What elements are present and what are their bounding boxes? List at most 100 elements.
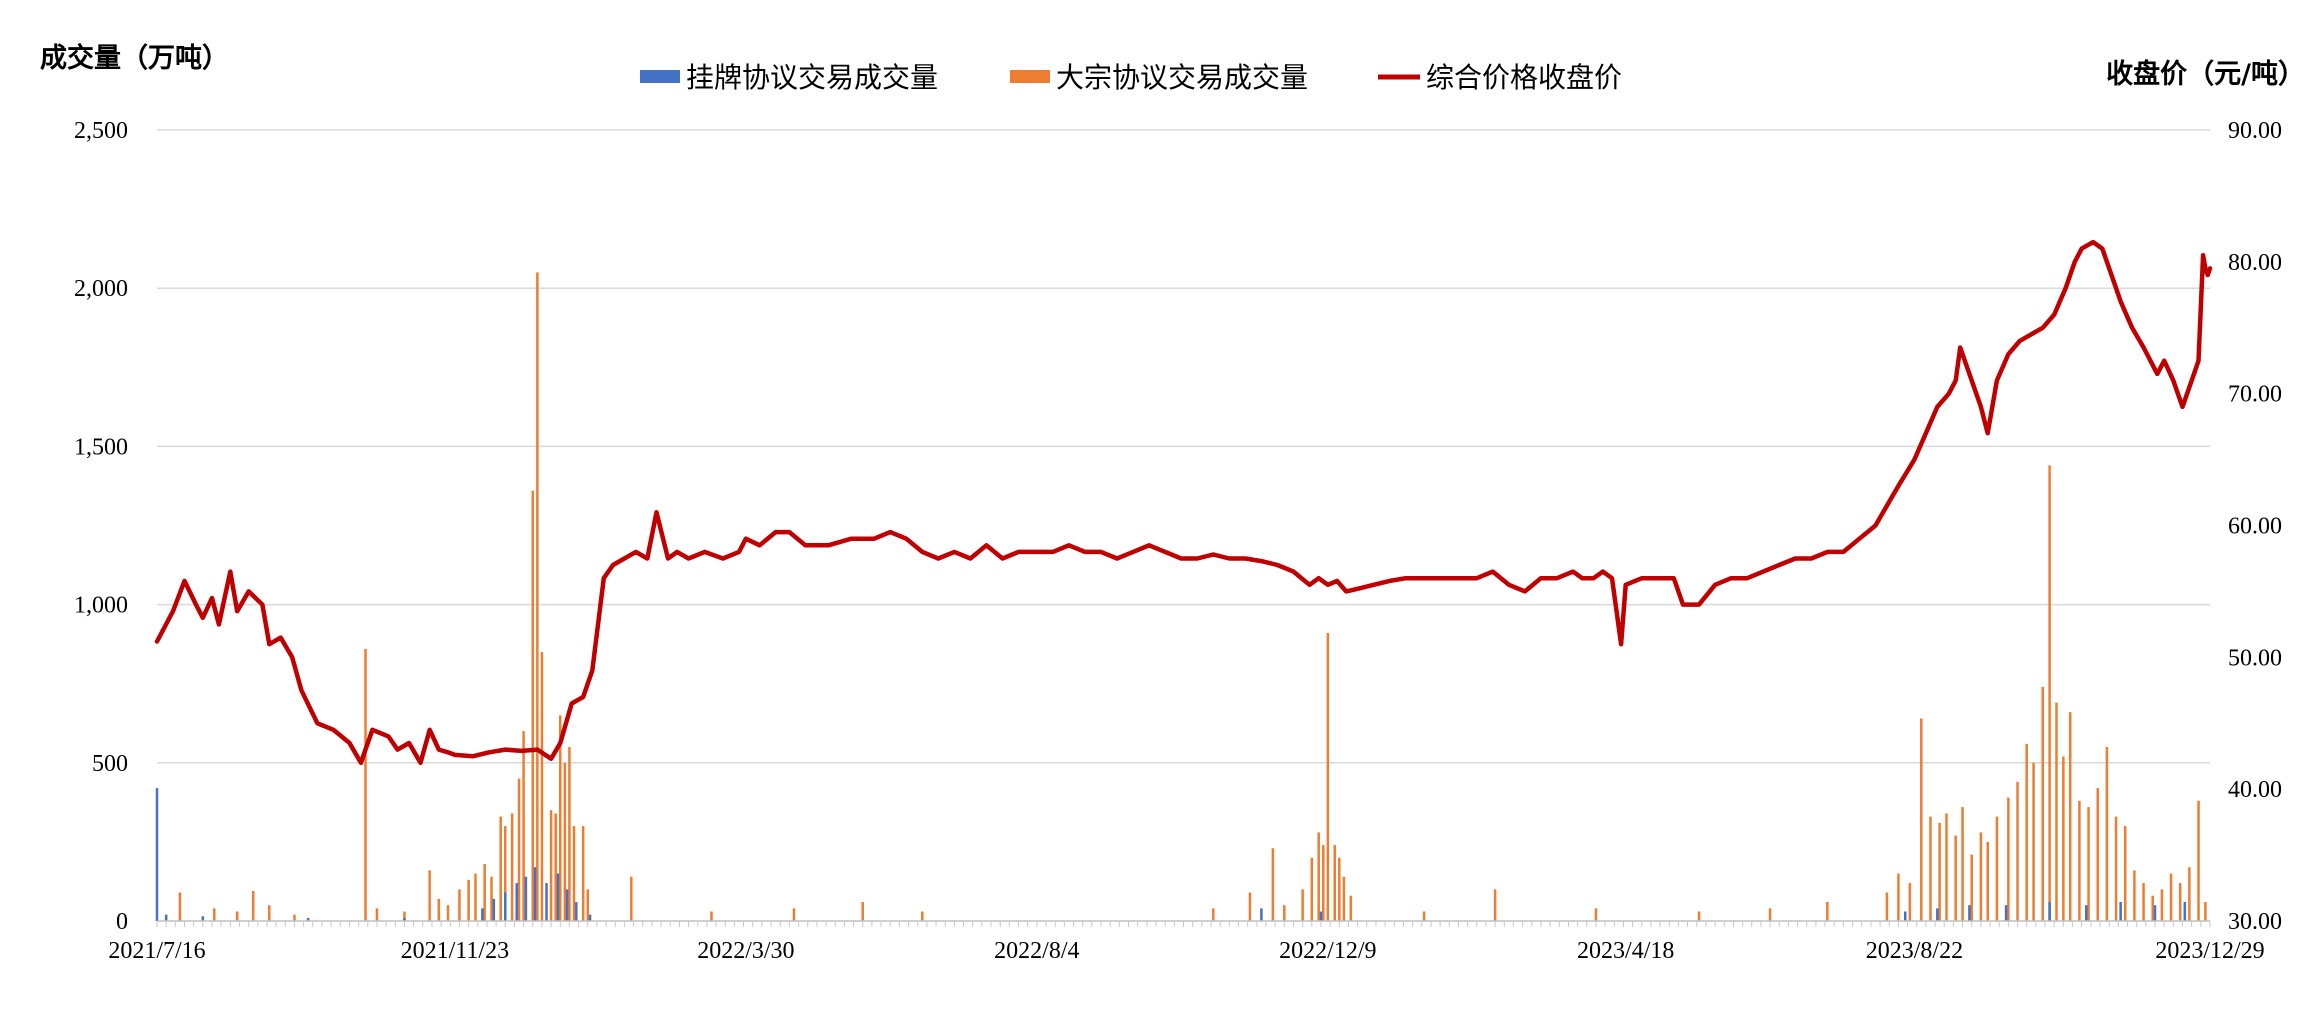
bar-block-volume: [2178, 883, 2182, 921]
y-right-title: 收盘价（元/吨）: [2106, 58, 2305, 90]
bar-block-volume: [2041, 686, 2044, 921]
bar-listed-volume: [1968, 905, 1971, 921]
bar-block-volume: [1697, 911, 1701, 921]
y-right-tick-label: 90.00: [2228, 118, 2282, 144]
y-left-tick-label: 2,500: [74, 118, 128, 144]
bar-block-volume: [1897, 873, 1900, 921]
y-left-title: 成交量（万吨）: [40, 42, 229, 74]
y-right-tick-label: 30.00: [2228, 909, 2282, 935]
bar-block-volume: [1493, 889, 1497, 921]
bar-listed-volume: [588, 914, 592, 921]
bar-listed-volume: [565, 889, 569, 921]
bar-block-volume: [510, 813, 514, 921]
bar-block-volume: [213, 908, 216, 921]
bar-listed-volume: [481, 908, 484, 921]
x-tick-label: 2023/4/18: [1577, 938, 1674, 964]
bar-block-volume: [1961, 807, 1964, 921]
bar-block-volume: [1826, 902, 1829, 921]
bar-block-volume: [1326, 633, 1330, 921]
legend-label-block: 大宗协议交易成交量: [1056, 61, 1308, 94]
bar-block-volume: [483, 864, 486, 921]
bar-block-volume: [2087, 807, 2090, 921]
y-right-tick-label: 80.00: [2228, 250, 2282, 276]
x-tick-label: 2022/3/30: [697, 938, 794, 964]
bar-listed-volume: [1936, 908, 1939, 921]
bar-block-volume: [2105, 746, 2109, 921]
bar-block-volume: [2160, 889, 2164, 921]
bar-block-volume: [364, 648, 367, 921]
bar-block-volume: [549, 810, 553, 921]
x-tick-label: 2022/8/4: [994, 938, 1079, 964]
bar-block-volume: [2114, 816, 2118, 921]
bar-block-volume: [1422, 911, 1426, 921]
bar-block-volume: [586, 889, 590, 921]
bar-block-volume: [2197, 800, 2200, 921]
x-tick-label: 2023/12/29: [2155, 938, 2264, 964]
bar-listed-volume: [1319, 911, 1323, 921]
bar-block-volume: [2096, 788, 2099, 921]
bar-block-volume: [710, 911, 713, 921]
bar-block-volume: [2169, 873, 2173, 921]
bar-listed-volume: [492, 898, 496, 921]
bar-block-volume: [437, 898, 441, 921]
bar-block-volume: [2123, 826, 2127, 921]
bar-block-volume: [1885, 892, 1889, 921]
bar-block-volume: [2048, 465, 2051, 921]
bar-block-volume: [2062, 756, 2065, 921]
bar-block-volume: [2151, 895, 2154, 921]
x-tick-label: 2021/7/16: [108, 938, 205, 964]
bar-block-volume: [467, 879, 470, 921]
bar-block-volume: [536, 272, 539, 921]
x-tick-label: 2022/12/9: [1279, 938, 1376, 964]
bar-block-volume: [2188, 867, 2191, 921]
bar-block-volume: [1301, 889, 1304, 921]
bar-listed-volume: [575, 902, 578, 921]
bar-block-volume: [375, 908, 379, 921]
bar-block-volume: [490, 876, 493, 921]
y-right-tick-label: 50.00: [2228, 645, 2282, 671]
bar-listed-volume: [556, 873, 560, 921]
y-left-tick-label: 500: [92, 751, 128, 777]
bar-listed-volume: [524, 876, 528, 921]
legend: 挂牌协议交易成交量 大宗协议交易成交量 综合价格收盘价: [640, 61, 1622, 94]
bar-listed-volume: [1904, 911, 1907, 921]
bar-block-volume: [563, 762, 567, 921]
close-price-line: [154, 239, 2213, 766]
bar-block-volume: [1986, 841, 1989, 921]
bar-block-volume: [861, 902, 864, 921]
bar-block-volume: [2055, 702, 2058, 921]
bar-block-volume: [1768, 908, 1772, 921]
y-left-tick-label: 0: [116, 909, 128, 935]
bar-block-volume: [1349, 895, 1353, 921]
bar-block-volume: [1954, 835, 1957, 921]
bar-block-volume: [1938, 822, 1941, 921]
bar-block-volume: [1248, 892, 1252, 921]
grid-layer: [157, 129, 2210, 764]
bar-block-volume: [572, 826, 576, 921]
bar-block-volume: [531, 490, 535, 921]
bar-block-volume: [1908, 883, 1912, 921]
y-left-tick-label: 1,000: [74, 593, 128, 619]
y-left-tick-label: 1,500: [74, 434, 128, 460]
bar-block-volume: [1338, 857, 1341, 921]
bar-block-volume: [1945, 813, 1948, 921]
bar-block-volume: [428, 870, 431, 921]
bar-block-volume: [568, 746, 571, 921]
bar-block-volume: [474, 873, 477, 921]
x-tick-label: 2023/8/22: [1866, 938, 1963, 964]
legend-swatch-block: [1010, 70, 1050, 83]
bar-listed-volume: [2048, 902, 2051, 921]
bar-block-volume: [630, 876, 633, 921]
bar-listed-volume: [1260, 908, 1263, 921]
bar-listed-volume: [2085, 905, 2088, 921]
bar-block-volume: [517, 778, 521, 921]
bar-block-volume: [499, 816, 502, 921]
bar-listed-volume: [155, 788, 159, 921]
y-right-tick-label: 60.00: [2228, 514, 2282, 540]
bar-listed-volume: [515, 883, 518, 921]
bar-block-volume: [1283, 905, 1286, 921]
legend-label-listed: 挂牌协议交易成交量: [686, 61, 938, 94]
bar-block-volume: [1322, 845, 1325, 921]
bar-block-volume: [2007, 797, 2010, 921]
